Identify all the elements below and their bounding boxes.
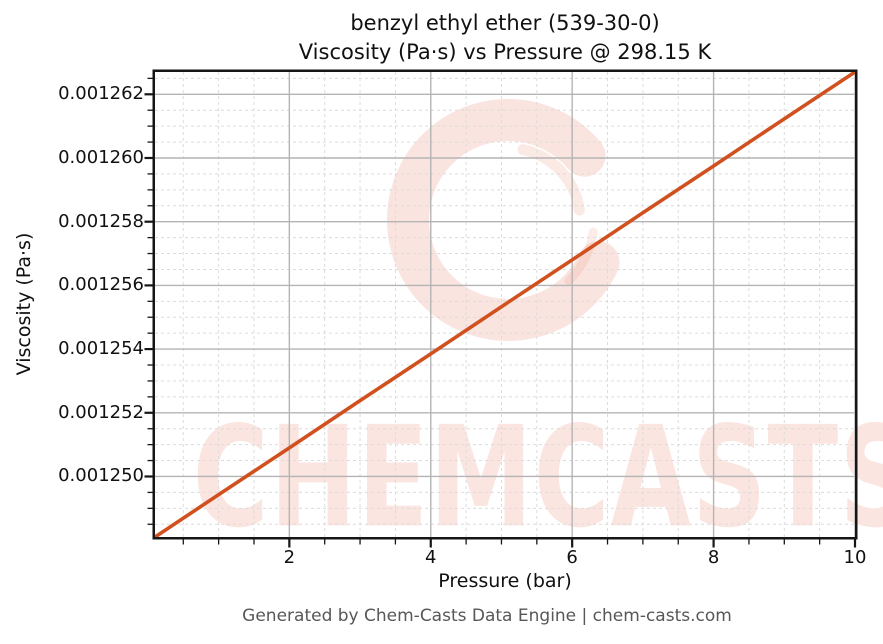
y-tick-label: 0.001250 [58,465,144,487]
x-tick-label: 10 [843,547,867,568]
plot-canvas [155,72,855,537]
x-tick-label: 8 [707,547,720,568]
x-tick-label: 4 [425,547,437,568]
chart-title: benzyl ethyl ether (539-30-0) Viscosity … [155,9,855,67]
y-tick-label: 0.001262 [58,83,144,105]
y-tick-label: 0.001256 [58,274,144,296]
y-tick-label: 0.001260 [58,146,144,168]
y-tick-label: 0.001258 [58,210,144,232]
y-tick-label: 0.001254 [58,338,144,360]
x-tick-label: 2 [283,547,296,568]
footer-credit: Generated by Chem-Casts Data Engine | ch… [242,606,732,626]
x-tick-label: 6 [566,547,578,568]
y-tick-label: 0.001252 [58,401,144,423]
x-axis-label: Pressure (bar) [438,570,572,592]
chart-title-line1: benzyl ethyl ether (539-30-0) [350,11,660,35]
chart-title-line2: Viscosity (Pa·s) vs Pressure @ 298.15 K [298,40,712,64]
